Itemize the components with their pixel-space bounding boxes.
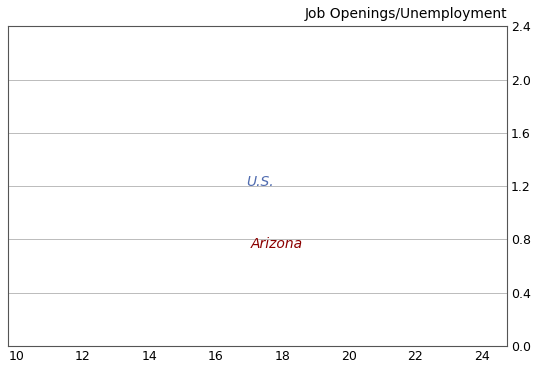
Text: Job Openings/Unemployment: Job Openings/Unemployment — [305, 7, 507, 21]
Text: Arizona: Arizona — [251, 237, 303, 251]
Text: U.S.: U.S. — [246, 175, 273, 189]
